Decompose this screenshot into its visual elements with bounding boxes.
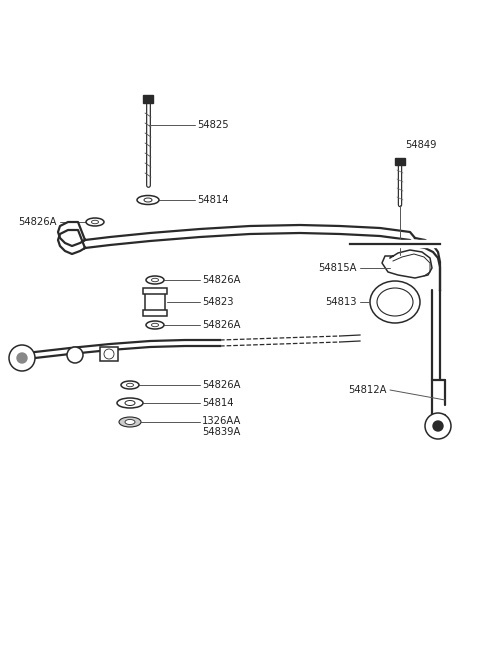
Ellipse shape [152,279,158,282]
Ellipse shape [146,321,164,329]
Text: 54839A: 54839A [202,427,240,437]
Text: 54826A: 54826A [202,320,240,330]
Bar [143,288,167,294]
Text: 54814: 54814 [202,398,233,408]
Bar [100,347,118,361]
Circle shape [17,353,27,363]
Text: 54814: 54814 [197,195,228,205]
Ellipse shape [125,401,135,405]
Text: 54826A: 54826A [202,380,240,390]
Ellipse shape [370,281,420,323]
Text: 54812A: 54812A [348,385,387,395]
Bar [143,95,153,103]
Text: 54826A: 54826A [202,275,240,285]
Ellipse shape [121,381,139,389]
Text: 54825: 54825 [197,120,228,130]
Ellipse shape [152,323,158,327]
Ellipse shape [92,220,98,224]
Ellipse shape [144,198,152,202]
Text: 1326AA: 1326AA [202,416,241,426]
Circle shape [104,349,114,359]
Ellipse shape [377,288,413,316]
Text: 54826A: 54826A [19,217,57,227]
Circle shape [9,345,35,371]
Ellipse shape [146,276,164,284]
Text: 54813: 54813 [325,297,357,307]
Text: 54823: 54823 [202,297,233,307]
Text: 54815A: 54815A [319,263,357,273]
Ellipse shape [117,398,143,408]
Bar [395,158,405,165]
Ellipse shape [137,196,159,204]
Circle shape [425,413,451,439]
Ellipse shape [125,420,135,424]
Bar [145,290,165,314]
Ellipse shape [119,417,141,427]
Text: 54849: 54849 [405,140,436,150]
Ellipse shape [127,383,133,387]
Ellipse shape [86,218,104,226]
Circle shape [67,347,83,363]
Bar [143,310,167,316]
Circle shape [433,421,443,431]
